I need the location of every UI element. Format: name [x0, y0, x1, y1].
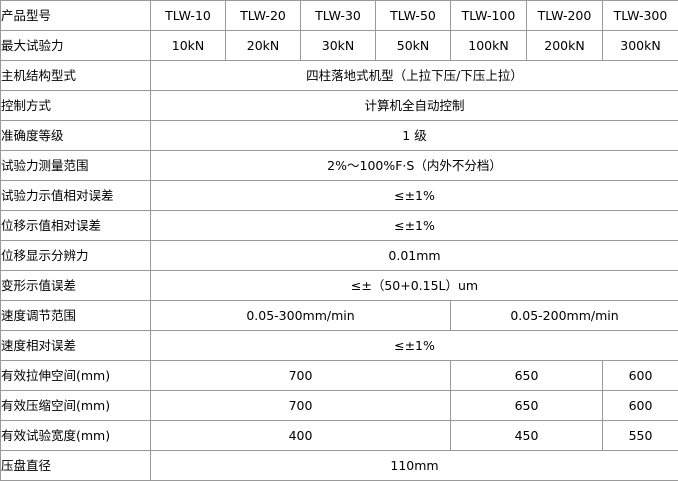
table-row: 试验力测量范围 2%～100%F·S（内外不分档）: [1, 151, 678, 181]
row-label: 压盘直径: [1, 451, 151, 481]
table-row: 有效拉伸空间(mm) 700 650 600: [1, 361, 678, 391]
row-value: ≤±1%: [151, 211, 678, 241]
row-label: 位移示值相对误差: [1, 211, 151, 241]
table-row: 试验力示值相对误差 ≤±1%: [1, 181, 678, 211]
row-label: 速度调节范围: [1, 301, 151, 331]
row-value: 700: [151, 361, 451, 391]
row-label: 主机结构型式: [1, 61, 151, 91]
header-cell-tlw100: TLW-100: [451, 1, 527, 31]
row-value: ≤±（50+0.15L）um: [151, 271, 678, 301]
row-value: 300kN: [603, 31, 678, 61]
table-row: 速度相对误差 ≤±1%: [1, 331, 678, 361]
table-row: 准确度等级 1 级: [1, 121, 678, 151]
row-label: 试验力测量范围: [1, 151, 151, 181]
header-cell-tlw10: TLW-10: [151, 1, 226, 31]
row-label: 速度相对误差: [1, 331, 151, 361]
row-label: 位移显示分辨力: [1, 241, 151, 271]
row-value: 0.05-300mm/min: [151, 301, 451, 331]
row-value: 10kN: [151, 31, 226, 61]
row-value: 200kN: [527, 31, 603, 61]
header-cell-tlw50: TLW-50: [376, 1, 451, 31]
table-row: 主机结构型式 四柱落地式机型（上拉下压/下压上拉）: [1, 61, 678, 91]
header-cell-tlw300: TLW-300: [603, 1, 678, 31]
row-value: 30kN: [301, 31, 376, 61]
table-row: 变形示值误差 ≤±（50+0.15L）um: [1, 271, 678, 301]
table-row: 有效试验宽度(mm) 400 450 550: [1, 421, 678, 451]
row-label: 变形示值误差: [1, 271, 151, 301]
table-row: 压盘直径 110mm: [1, 451, 678, 481]
header-cell-tlw200: TLW-200: [527, 1, 603, 31]
row-value: 100kN: [451, 31, 527, 61]
header-cell-tlw30: TLW-30: [301, 1, 376, 31]
row-label: 有效压缩空间(mm): [1, 391, 151, 421]
row-value: 450: [451, 421, 603, 451]
row-value: 四柱落地式机型（上拉下压/下压上拉）: [151, 61, 678, 91]
table-row: 控制方式 计算机全自动控制: [1, 91, 678, 121]
row-label: 最大试验力: [1, 31, 151, 61]
row-label: 有效拉伸空间(mm): [1, 361, 151, 391]
row-value: ≤±1%: [151, 331, 678, 361]
table-row: 速度调节范围 0.05-300mm/min 0.05-200mm/min: [1, 301, 678, 331]
table-row: 位移示值相对误差 ≤±1%: [1, 211, 678, 241]
row-value: 2%～100%F·S（内外不分档）: [151, 151, 678, 181]
row-value: 20kN: [226, 31, 301, 61]
row-value: 650: [451, 361, 603, 391]
row-value: 0.05-200mm/min: [451, 301, 678, 331]
row-value: 50kN: [376, 31, 451, 61]
row-label: 试验力示值相对误差: [1, 181, 151, 211]
header-cell-model: 产品型号: [1, 1, 151, 31]
header-cell-tlw20: TLW-20: [226, 1, 301, 31]
table-row: 最大试验力 10kN 20kN 30kN 50kN 100kN 200kN 30…: [1, 31, 678, 61]
table-row: 位移显示分辨力 0.01mm: [1, 241, 678, 271]
row-value: 0.01mm: [151, 241, 678, 271]
row-value: 600: [603, 391, 678, 421]
row-value: 700: [151, 391, 451, 421]
row-label: 有效试验宽度(mm): [1, 421, 151, 451]
row-value: ≤±1%: [151, 181, 678, 211]
row-value: 550: [603, 421, 678, 451]
row-value: 600: [603, 361, 678, 391]
row-value: 110mm: [151, 451, 678, 481]
row-value: 1 级: [151, 121, 678, 151]
row-value: 计算机全自动控制: [151, 91, 678, 121]
table-row: 有效压缩空间(mm) 700 650 600: [1, 391, 678, 421]
row-value: 400: [151, 421, 451, 451]
row-label: 准确度等级: [1, 121, 151, 151]
table-header-row: 产品型号 TLW-10 TLW-20 TLW-30 TLW-50 TLW-100…: [1, 1, 678, 31]
row-value: 650: [451, 391, 603, 421]
row-label: 控制方式: [1, 91, 151, 121]
